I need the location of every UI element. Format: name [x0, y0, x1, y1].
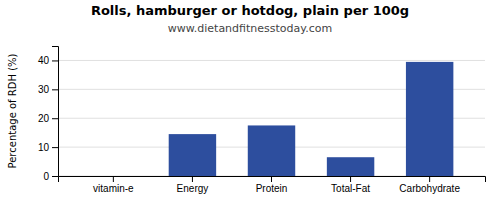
bar	[406, 62, 453, 176]
tick-label: 30	[38, 84, 50, 95]
grid-line	[58, 60, 485, 61]
tick-mark	[52, 176, 58, 177]
subtitle: www.dietandfitnesstoday.com	[168, 22, 332, 35]
tick: Energy	[177, 176, 209, 194]
bar	[90, 176, 137, 177]
tick: 0	[43, 171, 58, 182]
tick-label: 0	[43, 171, 49, 182]
y-axis: 0 10 20 30 40	[38, 47, 59, 182]
tick: Carbohydrate	[399, 176, 460, 194]
tick-label: Carbohydrate	[399, 183, 460, 194]
tick-label: Protein	[256, 183, 288, 194]
tick-mark	[113, 176, 114, 182]
tick-label: Energy	[177, 183, 209, 194]
y-axis-title: Percentage of RDH (%)	[7, 53, 18, 168]
tick-mark	[192, 176, 193, 182]
tick-label: 40	[38, 55, 50, 66]
tick-mark	[52, 147, 58, 148]
tick-label: 20	[38, 113, 50, 124]
tick: 30	[38, 84, 58, 95]
grid	[58, 60, 485, 176]
tick-mark	[52, 89, 58, 90]
tick: 40	[38, 55, 58, 66]
tick: 10	[38, 142, 58, 153]
tick: 20	[38, 113, 58, 124]
tick-label: 10	[38, 142, 50, 153]
bar	[327, 157, 374, 176]
tick-mark	[52, 60, 58, 61]
bar	[169, 134, 216, 176]
tick-mark	[350, 176, 351, 182]
tick: Protein	[256, 176, 288, 194]
tick: vitamin-e	[93, 176, 134, 194]
x-axis: vitamin-e Energy Protein Total-Fat Carbohydr…	[59, 176, 486, 194]
title: Rolls, hamburger or hotdog, plain per 10…	[91, 3, 409, 18]
plot: 0 10 20 30 40 vitamin-e Energy Protein Total-Fat…	[38, 47, 486, 195]
tick: Total-Fat	[331, 176, 370, 194]
tick-mark	[271, 176, 272, 182]
axis-line	[59, 177, 486, 183]
axis-line	[52, 47, 59, 177]
tick-mark	[429, 176, 430, 182]
tick-label: vitamin-e	[93, 183, 134, 194]
bars	[169, 62, 454, 176]
tick-label: Total-Fat	[331, 183, 370, 194]
bar	[248, 125, 295, 176]
chart: Rolls, hamburger or hotdog, plain per 10…	[0, 0, 500, 200]
tick-mark	[52, 118, 58, 119]
